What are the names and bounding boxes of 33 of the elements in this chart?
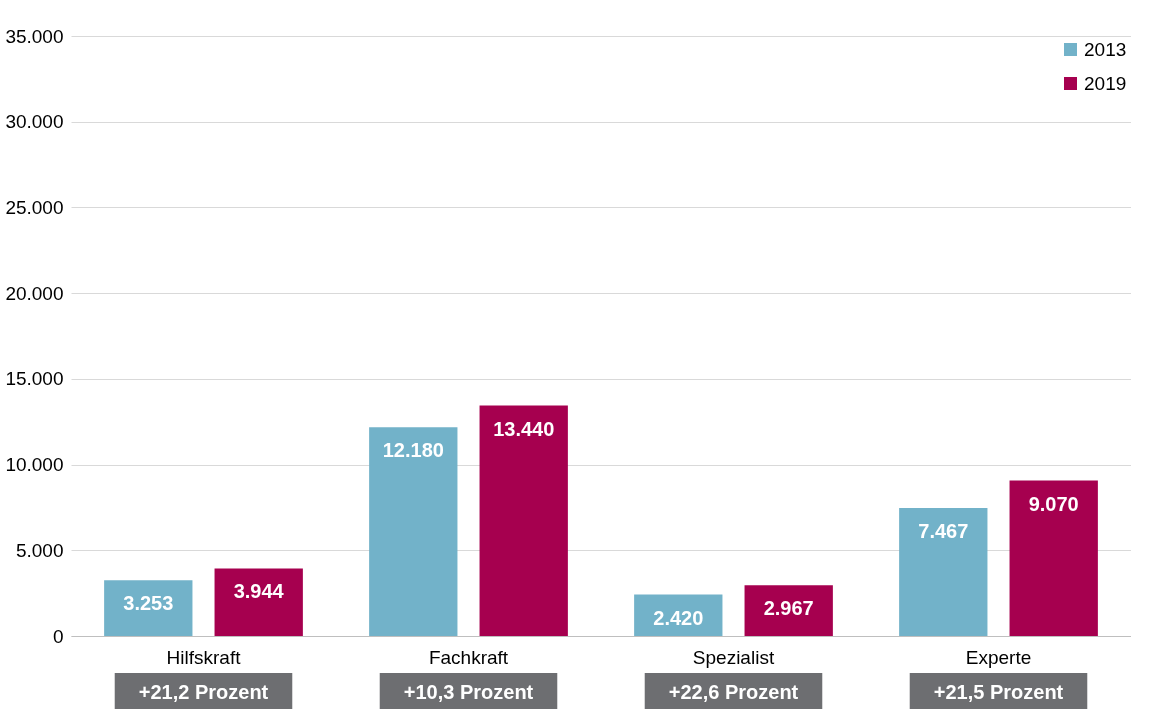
- legend-label: 2019: [1084, 72, 1127, 94]
- bar: [214, 568, 303, 636]
- y-tick-label: 0: [52, 625, 64, 647]
- data-label: 13.440: [493, 417, 555, 440]
- data-label: 9.070: [1028, 492, 1079, 515]
- data-label: 2.420: [653, 606, 704, 629]
- bar: [744, 585, 833, 636]
- data-label: 3.253: [123, 592, 174, 615]
- text: +22,6 Prozent: [668, 681, 799, 703]
- x-tick-label: Experte: [965, 646, 1032, 668]
- y-tick-label: 10.000: [5, 454, 64, 476]
- y-tick-label: 35.000: [5, 25, 64, 47]
- data-label: 3.944: [233, 580, 285, 603]
- x-tick-label: Hilfskraft: [166, 646, 242, 668]
- data-label: 12.180: [382, 439, 444, 462]
- text: +21,5 Prozent: [933, 681, 1064, 703]
- y-tick-label: 25.000: [5, 196, 64, 218]
- y-tick-label: 15.000: [5, 368, 64, 390]
- bar: [1009, 480, 1098, 636]
- y-tick-label: 30.000: [5, 111, 64, 133]
- bar: [369, 427, 458, 636]
- bar: [899, 507, 988, 636]
- data-label: 7.467: [918, 519, 969, 542]
- text: +10,3 Prozent: [403, 681, 534, 703]
- text: +21,2 Prozent: [138, 681, 269, 703]
- legend-label: 2013: [1084, 38, 1127, 60]
- data-label: 2.967: [763, 597, 814, 620]
- x-tick-label: Fachkraft: [428, 646, 509, 668]
- y-tick-label: 5.000: [15, 539, 64, 561]
- bar: [479, 405, 568, 636]
- x-tick-label: Spezialist: [692, 646, 775, 668]
- y-tick-label: 20.000: [5, 282, 64, 304]
- bar: [104, 580, 193, 636]
